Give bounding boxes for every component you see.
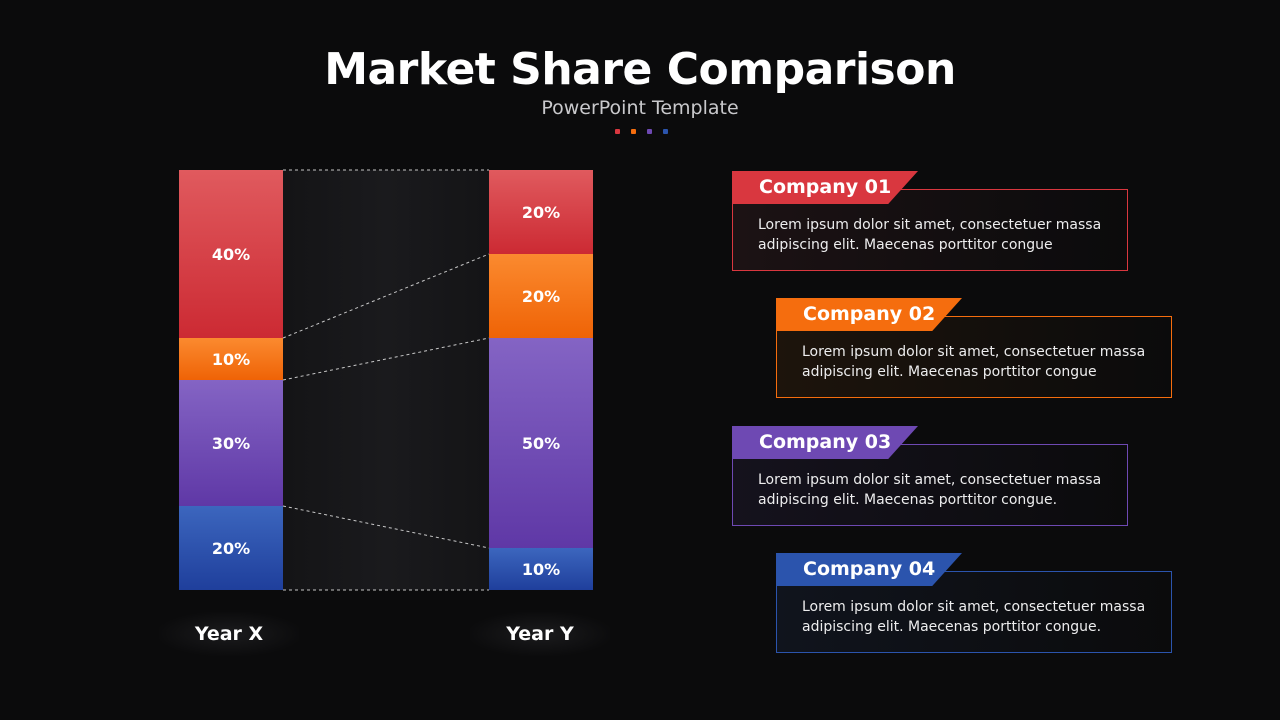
company-description: Lorem ipsum dolor sit amet, consectetuer…: [802, 599, 1146, 635]
bar-segment: [489, 170, 593, 254]
title-accent-dots: [615, 129, 668, 134]
data-label: 30%: [212, 434, 250, 453]
accent-dot-orange: [631, 129, 636, 134]
connector-line: [282, 253, 490, 339]
company-name: Company 02: [803, 303, 936, 325]
company-name: Company 03: [759, 431, 892, 453]
company-name: Company 01: [759, 176, 892, 198]
company-description: Lorem ipsum dolor sit amet, consectetuer…: [758, 217, 1102, 253]
data-label: 20%: [212, 539, 250, 558]
company-description: Lorem ipsum dolor sit amet, consectetuer…: [802, 344, 1146, 380]
bar-segment: [179, 506, 283, 590]
data-label: 40%: [212, 245, 250, 264]
category-label-year-x: Year X: [159, 612, 299, 656]
data-label: 50%: [522, 434, 560, 453]
accent-dot-blue: [663, 129, 668, 134]
bar-segment: [489, 338, 593, 548]
accent-dot-purple: [647, 129, 652, 134]
bar-segment: [179, 170, 283, 338]
connector-line: [282, 505, 490, 549]
data-label: 20%: [522, 203, 560, 222]
data-label: 10%: [522, 560, 560, 579]
stacked-bar-chart: 20% 30% 10% 40% 10% 50% 20% 20%: [179, 169, 593, 591]
card-header-tab: Company 03: [732, 426, 918, 459]
data-label: 20%: [522, 287, 560, 306]
card-header-tab: Company 01: [732, 171, 918, 204]
card-header-tab: Company 02: [776, 298, 962, 331]
card-header-tab: Company 04: [776, 553, 962, 586]
connector-line: [282, 337, 490, 381]
page-subtitle: PowerPoint Template: [541, 97, 739, 119]
accent-dot-red: [615, 129, 620, 134]
bar-segment: [179, 338, 283, 380]
bar-segment: [179, 380, 283, 506]
page-title: Market Share Comparison: [324, 44, 956, 95]
company-description: Lorem ipsum dolor sit amet, consectetuer…: [758, 472, 1102, 508]
company-name: Company 04: [803, 558, 936, 580]
category-label-year-y: Year Y: [470, 612, 610, 656]
comparison-band: [283, 170, 489, 590]
bar-segment: [489, 254, 593, 338]
data-label: 10%: [212, 350, 250, 369]
bar-segment: [489, 548, 593, 590]
